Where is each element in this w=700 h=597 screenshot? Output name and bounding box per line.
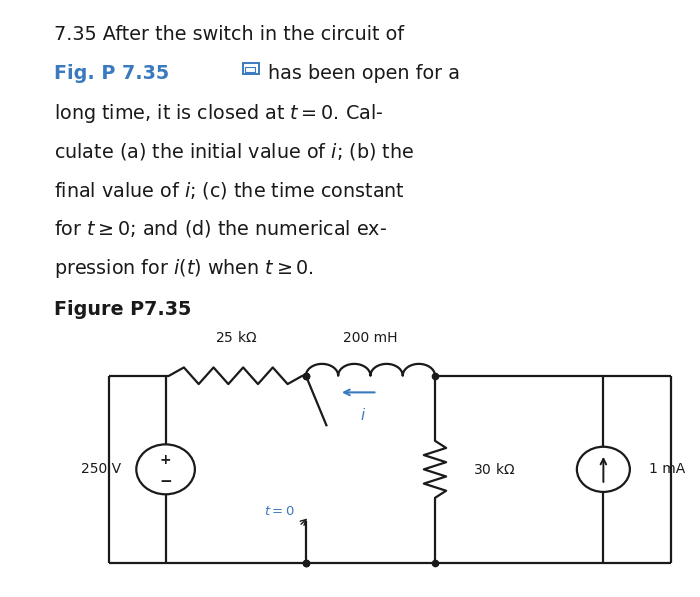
Text: Fig. P 7.35: Fig. P 7.35 bbox=[54, 64, 169, 83]
Text: Figure P7.35: Figure P7.35 bbox=[54, 300, 191, 319]
Text: for $t \geq 0$; and (d) the numerical ex-: for $t \geq 0$; and (d) the numerical ex… bbox=[54, 219, 387, 239]
Text: final value of $\it{i}$; (c) the time constant: final value of $\it{i}$; (c) the time co… bbox=[54, 180, 405, 201]
Bar bbox=[245, 67, 255, 72]
Text: +: + bbox=[160, 453, 172, 467]
Text: 1 mA: 1 mA bbox=[649, 462, 685, 476]
Text: $\it{i}$: $\it{i}$ bbox=[360, 407, 367, 423]
Circle shape bbox=[577, 447, 630, 492]
Text: has been open for a: has been open for a bbox=[268, 64, 461, 83]
Text: $t=0$: $t=0$ bbox=[265, 506, 295, 518]
Text: 250 V: 250 V bbox=[81, 462, 122, 476]
Text: 7.35 After the switch in the circuit of: 7.35 After the switch in the circuit of bbox=[54, 25, 404, 44]
Text: 25 k$\Omega$: 25 k$\Omega$ bbox=[215, 330, 257, 345]
Text: $\mathdefault{30}$ k$\Omega$: $\mathdefault{30}$ k$\Omega$ bbox=[473, 462, 516, 477]
Text: pression for $\it{i}$($\it{t}$) when $t \geq 0$.: pression for $\it{i}$($\it{t}$) when $t … bbox=[54, 257, 314, 280]
Text: long time, it is closed at $t = 0$. Cal-: long time, it is closed at $t = 0$. Cal- bbox=[54, 103, 383, 125]
Circle shape bbox=[136, 444, 195, 494]
Text: 200 mH: 200 mH bbox=[343, 331, 398, 345]
Text: culate (a) the initial value of $\it{i}$; (b) the: culate (a) the initial value of $\it{i}$… bbox=[54, 141, 414, 162]
Text: −: − bbox=[159, 474, 172, 489]
Bar bbox=[243, 63, 260, 74]
